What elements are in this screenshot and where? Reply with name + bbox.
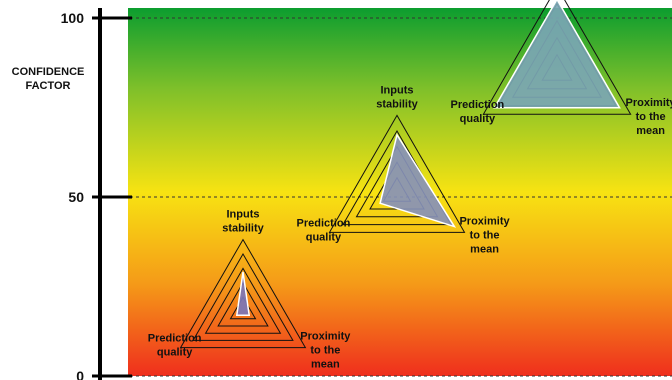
radar-grid-ring-1 (229, 296, 257, 320)
radar-grid-ring-2 (217, 281, 269, 327)
label-proximity-to-mean: Proximity (459, 215, 510, 227)
label-prediction-quality: quality (306, 231, 342, 243)
label-proximity-to-mean: mean (636, 125, 665, 137)
radar-high-confidence: InputsstabilityPredictionqualityProximit… (450, 0, 672, 137)
radar-data-polygon (235, 271, 251, 316)
label-proximity-to-mean: mean (470, 243, 499, 255)
label-inputs-stability: Inputs (381, 84, 414, 96)
tick-label-0: 0 (76, 368, 84, 380)
label-prediction-quality: Prediction (148, 333, 202, 345)
radar-grid-ring-4 (192, 253, 294, 341)
label-proximity-to-mean: to the (636, 111, 666, 123)
y-axis-ticks: 100 50 0 (61, 10, 672, 380)
radar-data-polygon (493, 0, 621, 109)
label-inputs-stability: Inputs (227, 209, 260, 221)
label-prediction-quality: Prediction (450, 99, 504, 111)
radar-data-polygon (379, 133, 457, 228)
label-inputs-stability: stability (222, 223, 264, 235)
axis-title-line-2: FACTOR (25, 80, 70, 92)
radar-grid-ring-5 (482, 0, 632, 115)
label-inputs-stability: stability (376, 98, 418, 110)
radar-charts: Inputs stability Prediction quality Proximit… (148, 0, 672, 371)
radar-low-confidence: Inputs stability Prediction quality Proximit… (148, 209, 352, 371)
label-prediction-quality: Prediction (297, 217, 351, 229)
label-proximity-to-mean: to the (310, 345, 340, 357)
radar-grid-ring-5 (328, 114, 466, 233)
tick-label-100: 100 (61, 10, 85, 26)
axis-title-line-1: CONFIDENCE (12, 66, 85, 78)
label-proximity-to-mean: Proximity (300, 331, 351, 343)
label-prediction-quality: quality (157, 347, 193, 359)
radar-grid-ring-3 (204, 267, 282, 334)
radar-grid-ring-5 (179, 238, 307, 349)
label-proximity-to-mean: to the (470, 229, 500, 241)
label-prediction-quality: quality (460, 113, 496, 125)
label-proximity-to-mean: Proximity (626, 97, 672, 109)
tick-label-50: 50 (68, 189, 84, 205)
label-proximity-to-mean: mean (311, 359, 340, 371)
radar-medium-confidence: Inputs stability Prediction quality Proximit… (297, 84, 511, 255)
